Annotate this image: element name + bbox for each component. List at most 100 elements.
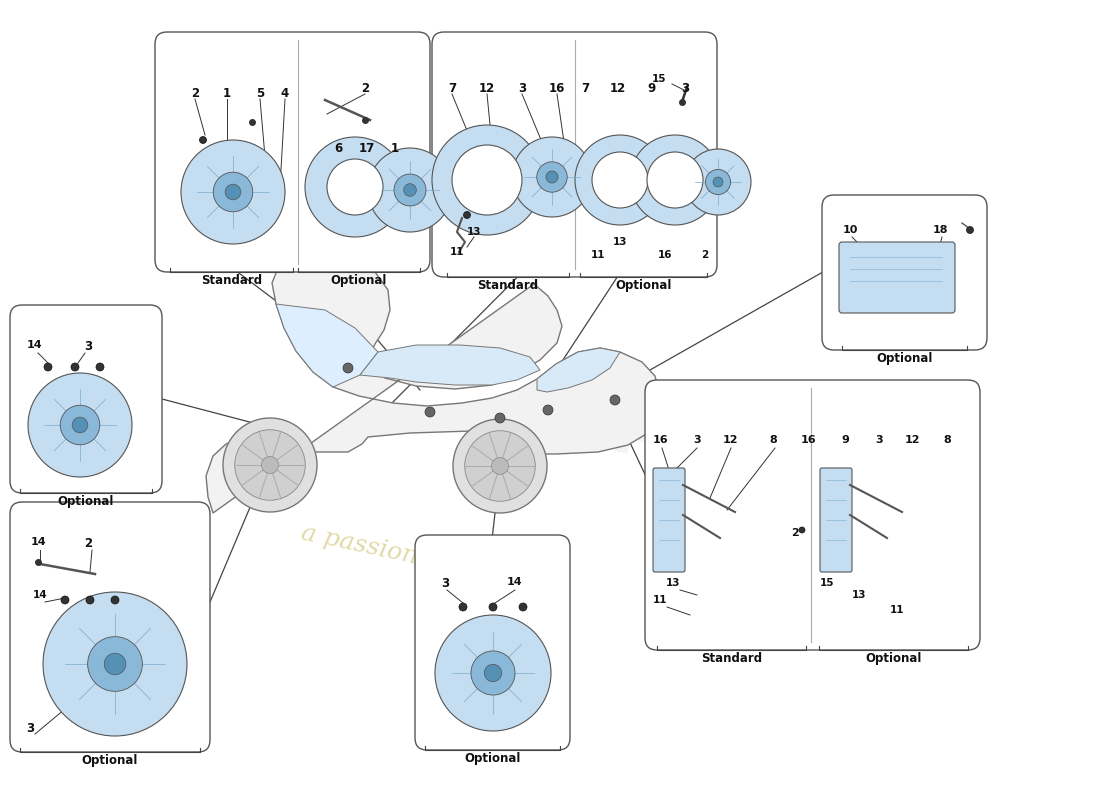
Polygon shape (537, 348, 620, 392)
Circle shape (223, 418, 317, 512)
Circle shape (343, 363, 353, 373)
Text: 13: 13 (851, 590, 867, 600)
Text: 6: 6 (334, 142, 342, 155)
Text: 3: 3 (26, 722, 34, 735)
Circle shape (43, 592, 187, 736)
Text: 3: 3 (518, 82, 526, 95)
Circle shape (104, 653, 125, 675)
Circle shape (546, 171, 558, 183)
Text: 8: 8 (943, 435, 950, 445)
Text: 16: 16 (801, 435, 817, 445)
Circle shape (182, 140, 285, 244)
Text: 12: 12 (609, 82, 626, 95)
Text: 10: 10 (843, 225, 858, 235)
Text: 2: 2 (361, 82, 370, 95)
Circle shape (432, 125, 542, 235)
Text: 12: 12 (478, 82, 495, 95)
Text: 18: 18 (933, 225, 948, 235)
Circle shape (799, 527, 805, 533)
Circle shape (453, 419, 547, 513)
Circle shape (967, 226, 974, 234)
Text: 3: 3 (693, 435, 701, 445)
Text: 3: 3 (84, 340, 92, 353)
Circle shape (199, 137, 207, 143)
Text: 2: 2 (84, 537, 92, 550)
Text: Optional: Optional (464, 752, 520, 765)
Circle shape (647, 152, 703, 208)
Text: 3: 3 (441, 577, 449, 590)
Circle shape (685, 149, 751, 215)
Circle shape (575, 135, 666, 225)
Text: 14: 14 (30, 537, 46, 547)
Text: 11: 11 (890, 605, 904, 615)
Circle shape (459, 603, 468, 611)
FancyBboxPatch shape (839, 242, 955, 313)
Text: Standard: Standard (200, 274, 262, 287)
Text: 16: 16 (549, 82, 565, 95)
Circle shape (86, 596, 94, 604)
Text: etparts: etparts (528, 366, 833, 494)
Text: 13: 13 (666, 578, 680, 588)
Text: 3: 3 (876, 435, 883, 445)
Circle shape (44, 363, 52, 371)
Text: Optional: Optional (615, 279, 672, 292)
Text: 16: 16 (658, 250, 672, 260)
FancyBboxPatch shape (10, 502, 210, 752)
Text: 3: 3 (681, 82, 689, 95)
Circle shape (630, 135, 720, 225)
Circle shape (394, 174, 426, 206)
Text: 15: 15 (820, 578, 834, 588)
Text: Standard: Standard (477, 279, 539, 292)
Circle shape (404, 184, 416, 196)
Text: 14: 14 (33, 590, 47, 600)
Circle shape (60, 406, 100, 445)
Circle shape (60, 596, 69, 604)
Text: 4: 4 (280, 87, 289, 100)
Circle shape (327, 159, 383, 215)
Circle shape (262, 457, 278, 474)
Circle shape (537, 162, 568, 192)
Text: 12: 12 (723, 435, 738, 445)
Text: 1: 1 (390, 142, 399, 155)
Text: 8: 8 (769, 435, 777, 445)
Text: 11: 11 (652, 595, 668, 605)
Circle shape (73, 418, 88, 433)
Text: 15: 15 (651, 74, 667, 84)
Text: 9: 9 (842, 435, 849, 445)
Circle shape (88, 637, 142, 691)
FancyBboxPatch shape (822, 195, 987, 350)
FancyBboxPatch shape (415, 535, 570, 750)
Text: 7: 7 (448, 82, 456, 95)
Text: a passion since 1985: a passion since 1985 (298, 522, 561, 598)
Text: Optional: Optional (331, 274, 387, 287)
Circle shape (543, 405, 553, 415)
Text: 5: 5 (256, 87, 264, 100)
Text: 2: 2 (791, 528, 799, 538)
Circle shape (213, 172, 253, 212)
Circle shape (471, 651, 515, 695)
Circle shape (484, 664, 502, 682)
Text: 2: 2 (702, 250, 708, 260)
Polygon shape (206, 258, 660, 513)
Circle shape (492, 458, 508, 474)
Circle shape (610, 395, 620, 405)
Circle shape (463, 211, 471, 218)
Text: 13: 13 (613, 237, 627, 247)
Text: Optional: Optional (58, 495, 114, 508)
Text: 13: 13 (466, 227, 482, 237)
Text: Optional: Optional (877, 352, 933, 365)
Circle shape (226, 184, 241, 200)
Text: 7: 7 (581, 82, 590, 95)
Text: 11: 11 (450, 247, 464, 257)
Text: 12: 12 (904, 435, 920, 445)
Text: Standard: Standard (701, 652, 762, 665)
FancyBboxPatch shape (10, 305, 162, 493)
Circle shape (592, 152, 648, 208)
Circle shape (713, 177, 723, 187)
Circle shape (490, 603, 497, 611)
Text: Optional: Optional (81, 754, 139, 767)
Text: 16: 16 (652, 435, 668, 445)
Circle shape (305, 137, 405, 237)
Circle shape (512, 137, 592, 217)
Circle shape (234, 430, 306, 500)
